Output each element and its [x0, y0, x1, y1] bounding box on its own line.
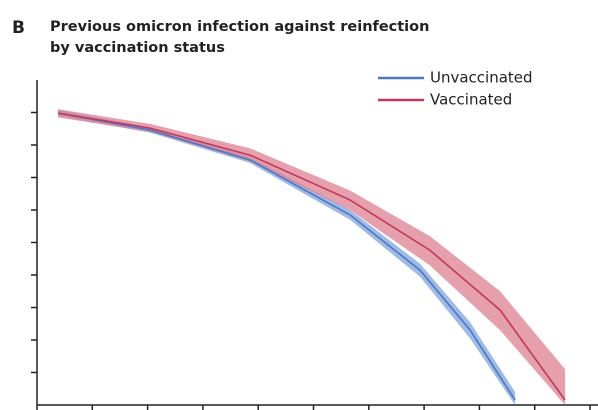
legend-label: Unvaccinated — [430, 69, 533, 87]
legend-label: Vaccinated — [430, 91, 512, 109]
chart-title: by vaccination status — [50, 40, 225, 56]
panel-label: B — [12, 18, 25, 38]
chart-title: Previous omicron infection against reinf… — [50, 19, 429, 35]
series-line — [57, 112, 566, 401]
series-line — [57, 112, 516, 401]
